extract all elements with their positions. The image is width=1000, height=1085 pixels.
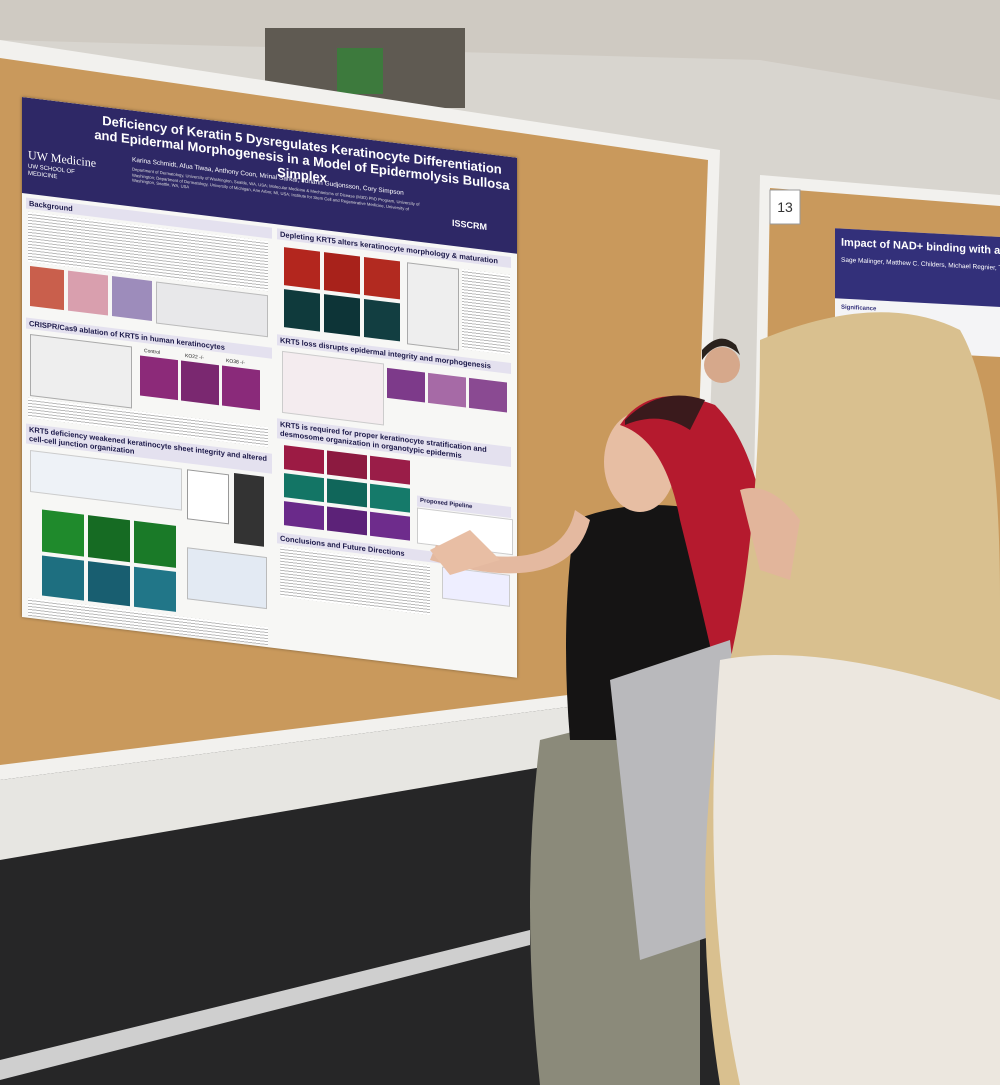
board-number: 13 [777, 199, 793, 215]
red-hair [620, 396, 772, 690]
exit-sign [337, 48, 383, 94]
hand [430, 530, 500, 575]
background-person [704, 347, 740, 383]
ceiling [0, 0, 1000, 100]
board-number-card [769, 189, 801, 225]
background-person-hair [702, 338, 740, 360]
sweater [713, 655, 1000, 1085]
raised-hand [740, 488, 800, 580]
hair-roots [625, 395, 705, 430]
board-base [0, 690, 700, 860]
rail [0, 930, 530, 1080]
